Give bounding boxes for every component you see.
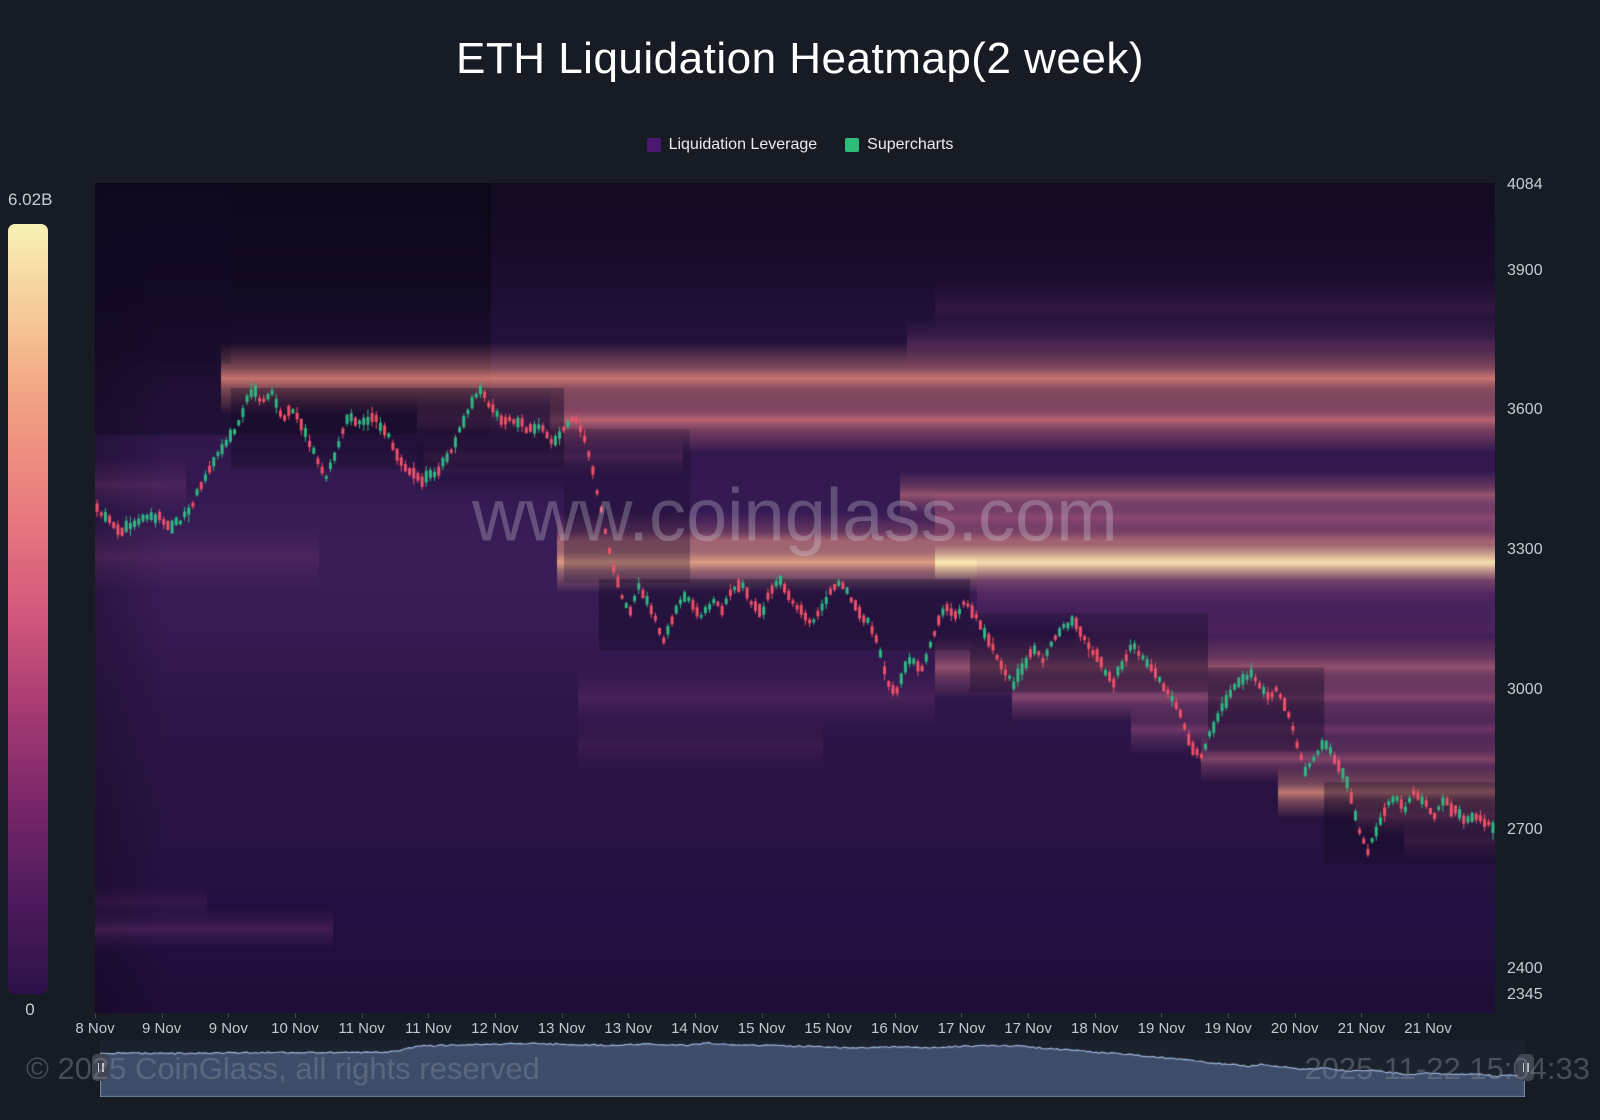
x-axis-tick-mark — [228, 1013, 230, 1018]
x-axis-tick-mark — [361, 1013, 363, 1018]
legend-label: Liquidation Leverage — [668, 136, 818, 153]
x-axis-tick: 12 Nov — [471, 1020, 519, 1037]
y-axis-tick: 2700 — [1507, 820, 1543, 838]
x-axis-tick: 18 Nov — [1070, 1020, 1119, 1037]
x-axis-tick-mark — [294, 1013, 296, 1018]
y-axis-tick: 2345 — [1507, 986, 1543, 1003]
x-axis-tick: 11 Nov — [405, 1020, 452, 1037]
x-axis-tick-mark — [628, 1013, 630, 1018]
legend-item-0[interactable]: Liquidation Leverage — [646, 136, 818, 154]
legend-swatch-icon — [646, 138, 661, 152]
x-axis-tick: 21 Nov — [1337, 1020, 1386, 1037]
y-axis-tick: 3000 — [1507, 680, 1543, 698]
x-axis-tick-mark — [761, 1013, 763, 1018]
y-axis-tick: 3600 — [1507, 401, 1543, 419]
x-axis-tick-mark — [828, 1013, 830, 1018]
x-axis-tick-mark — [961, 1013, 963, 1018]
legend-swatch-icon — [845, 138, 860, 152]
x-axis-tick: 9 Nov — [142, 1020, 182, 1037]
x-axis-tick: 11 Nov — [338, 1020, 385, 1037]
timestamp-text: 2025-11-22 15:04:33 — [1304, 1051, 1590, 1086]
y-axis-tick: 4084 — [1507, 176, 1543, 193]
x-axis-tick-mark — [1094, 1013, 1096, 1018]
y-axis-tick: 3900 — [1507, 261, 1543, 279]
x-axis-tick-mark — [95, 1013, 96, 1018]
liquidation-colorbar — [8, 224, 48, 994]
legend-label: Supercharts — [867, 136, 954, 153]
x-axis-tick: 13 Nov — [604, 1020, 652, 1037]
x-axis-tick: 9 Nov — [208, 1020, 248, 1037]
x-axis-tick-mark — [1428, 1013, 1429, 1018]
x-axis-tick: 15 Nov — [804, 1020, 852, 1037]
x-axis-tick-mark — [894, 1013, 896, 1018]
x-axis-tick: 10 Nov — [271, 1020, 319, 1037]
navigator-right-handle[interactable] — [1517, 1054, 1534, 1081]
x-axis-tick: 19 Nov — [1137, 1020, 1186, 1037]
x-axis-tick-mark — [1228, 1013, 1230, 1018]
x-axis-tick: 19 Nov — [1204, 1020, 1252, 1037]
x-axis-tick-mark — [1161, 1013, 1163, 1018]
y-axis-tick: 2400 — [1507, 960, 1543, 978]
x-axis-tick: 14 Nov — [671, 1020, 719, 1037]
x-axis-tick-mark — [694, 1013, 696, 1018]
x-axis-tick-mark — [561, 1013, 563, 1018]
page-title: ETH Liquidation Heatmap(2 week) — [455, 34, 1145, 83]
x-axis-tick-mark — [1028, 1013, 1030, 1018]
x-axis-tick: 17 Nov — [1004, 1020, 1052, 1037]
y-axis-tick: 3300 — [1507, 541, 1543, 559]
x-axis-tick-mark — [428, 1013, 430, 1018]
chart-legend: Liquidation Leverage Supercharts — [0, 136, 1600, 154]
liquidation-heatmap-canvas[interactable] — [95, 183, 1495, 1013]
x-axis-tick: 20 Nov — [1270, 1020, 1319, 1037]
x-axis-tick-mark — [1361, 1013, 1363, 1018]
legend-item-1[interactable]: Supercharts — [845, 136, 953, 154]
heatmap-plot-area[interactable]: www.coinglass.com — [95, 183, 1495, 1013]
navigator-left-handle[interactable] — [92, 1054, 109, 1081]
x-axis-tick: 8 Nov — [75, 1020, 115, 1037]
colorbar-min-label: 0 — [25, 1000, 35, 1019]
x-axis-tick: 21 Nov — [1404, 1020, 1452, 1037]
colorbar-max-label: 6.02B — [8, 190, 53, 209]
x-axis-tick: 15 Nov — [737, 1020, 786, 1037]
x-axis-tick: 17 Nov — [937, 1020, 986, 1037]
x-axis-tick: 16 Nov — [871, 1020, 919, 1037]
x-axis-tick: 13 Nov — [537, 1020, 586, 1037]
x-axis-tick-mark — [1294, 1013, 1296, 1018]
x-axis-tick-mark — [494, 1013, 496, 1018]
copyright-text: © 2025 CoinGlass, all rights reserved — [26, 1051, 540, 1086]
x-axis-tick-mark — [161, 1013, 163, 1018]
timeline-navigator[interactable] — [100, 1040, 1525, 1097]
